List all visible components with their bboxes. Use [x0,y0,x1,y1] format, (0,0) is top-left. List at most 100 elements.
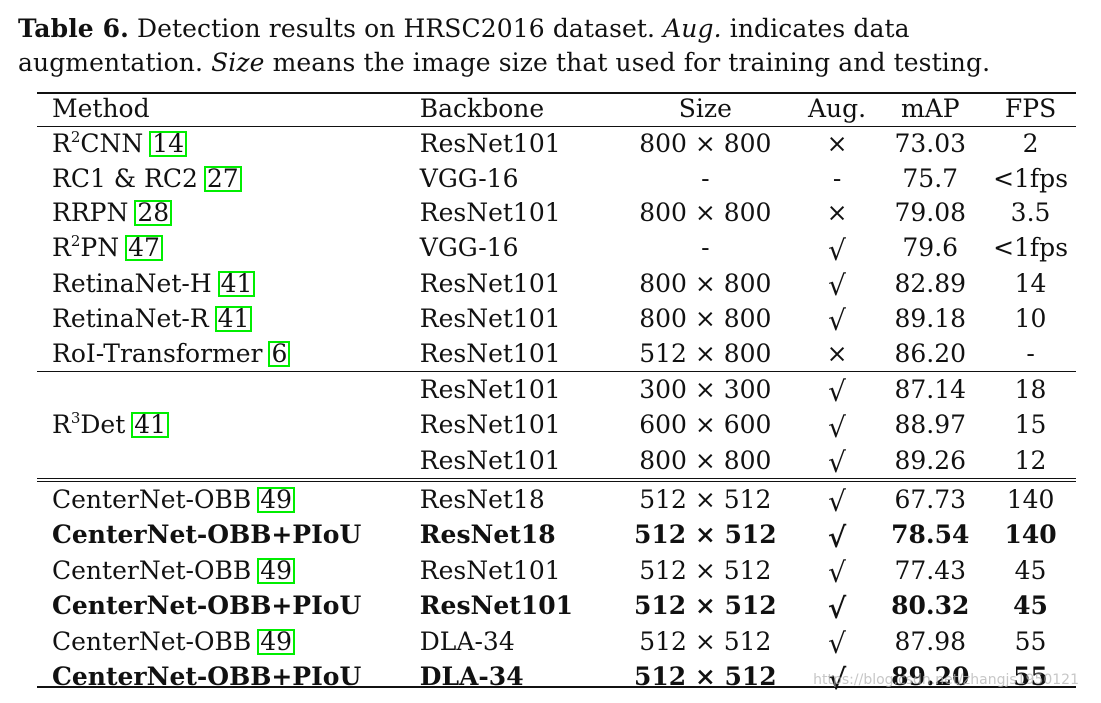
aug-mark: √ [828,304,846,338]
header-backbone: Backbone [419,94,545,123]
method-cell: CenterNet-OBB+PIoU [37,518,420,553]
caption-label: Table 6. [18,14,129,43]
aug-mark: × [826,338,848,368]
map-cell: 80.32 [891,591,970,621]
method-cell: RC1 & RC2 27 [37,162,420,196]
header-method: Method [52,94,150,123]
method-name: R [52,129,71,159]
method-cell: CenterNet-OBB+PIoU [37,660,420,695]
aug-cell: √ [799,301,876,338]
aug-cell: √ [799,624,876,660]
aug-cell: √ [799,266,876,302]
map-cell: 78.54 [891,520,970,550]
method-cell: CenterNet-OBB+PIoU [37,589,420,624]
fps-cell: 18 [985,371,1076,408]
aug-mark: × [826,198,848,228]
method-name: CenterNet-OBB [52,626,252,656]
size-cell: 512 × 512 [633,662,777,691]
caption-aug-term: Aug. [663,14,722,43]
method-superscript: 3 [70,409,81,428]
method-cell: RoI-Transformer 6 [37,337,420,372]
aug-mark: √ [827,520,847,554]
citation-link: 14 [149,131,188,158]
fps-cell: 2 [985,126,1076,162]
aug-mark: √ [828,556,846,590]
citation-link: 41 [131,412,170,439]
table-bottom-rule [37,686,1076,688]
fps-cell: <1fps [993,163,1069,193]
header-aug: Aug. [808,94,867,123]
size-cell: 512 × 512 [611,478,799,518]
fps-cell: 15 [1014,410,1047,440]
table-row: CenterNet-OBB 49 ResNet101 512 × 512 √ 77.43 4… [37,553,1076,590]
method-cell: R2CNN 14 [37,126,420,162]
method-name: RetinaNet-R [52,303,209,333]
table-row: RetinaNet-R 41 ResNet101 800 × 800 √ 89.18 10 [37,301,1076,338]
aug-cell: - [799,162,876,196]
fps-cell: 55 [1014,626,1047,656]
size-cell: - [701,233,710,263]
method-cell: CenterNet-OBB 49 [37,478,420,518]
map-cell: 67.73 [875,478,986,518]
caption-size-term: Size [211,48,265,77]
method-cell: RetinaNet-R 41 [37,301,420,336]
citation-link: 47 [125,235,163,262]
citation-link: 41 [214,305,253,332]
fps-cell: 140 [1004,520,1057,550]
map-cell: 75.7 [902,163,959,193]
size-cell: 600 × 600 [639,410,772,440]
backbone-cell: DLA-34 [419,662,524,691]
backbone-cell: ResNet101 [419,338,561,368]
aug-mark: × [826,129,848,159]
table-row: R2PN 47 VGG-16- √ 79.6 <1fps [37,231,1076,267]
method-name-suffix: PN [80,233,120,263]
aug-cell: √ [799,408,876,444]
fps-cell: 45 [1013,591,1048,621]
size-cell: 800 × 800 [639,198,772,228]
backbone-cell: ResNet18 [419,478,612,518]
backbone-cell: ResNet101 [419,555,561,585]
aug-cell: √ [798,371,876,409]
method-name-suffix: Det [80,410,126,440]
aug-cell: × [799,337,876,372]
size-cell: 512 × 512 [633,591,777,621]
aug-mark: √ [828,375,846,409]
header-fps: FPS [1004,94,1057,123]
header-row: Method Backbone Size Aug. mAP FPS [37,92,1076,127]
caption-text-1: Detection results on HRSC2016 dataset. [128,14,664,43]
method-name: R [52,410,71,440]
header-size: Size [678,94,732,123]
size-cell: 512 × 512 [639,555,772,585]
backbone-cell: VGG-16 [419,163,519,193]
aug-mark: √ [828,446,846,480]
method-name: CenterNet-OBB [52,484,252,514]
citation-link: 27 [203,165,242,192]
table-row: RRPN 28 ResNet101 800 × 800 × 79.08 3.5 [37,196,1076,230]
aug-mark: √ [827,591,847,625]
map-cell: 79.6 [902,233,959,263]
table-row: RetinaNet-H 41 ResNet101 800 × 800 √ 82.89 14 [37,266,1076,303]
citation-link: 49 [257,486,296,513]
method-cell: CenterNet-OBB 49 [37,553,420,588]
map-cell: 86.20 [894,338,967,368]
aug-cell: × [799,196,876,230]
aug-cell: √ [799,443,876,480]
backbone-cell: DLA-34 [419,626,515,656]
fps-cell: 45 [1014,555,1047,585]
fps-cell: 10 [1014,303,1047,333]
map-cell: 89.18 [894,303,967,333]
fps-cell: - [1026,338,1035,368]
method-superscript: 2 [70,128,81,147]
method-cell: R3Det 41 [37,371,420,481]
size-cell: - [701,163,710,193]
backbone-cell: ResNet101 [419,371,612,408]
method-name: CenterNet-OBB+PIoU [52,520,362,550]
size-cell: 800 × 800 [639,268,772,298]
table-row: ResNet101 800 × 800 √ 89.26 12 [37,443,1076,480]
results-table: Method Backbone Size Aug. mAP FPS R2CNN 1… [37,92,1076,696]
caption-text-3: means the image size that used for train… [264,48,991,77]
map-cell: 87.98 [894,626,967,656]
caption-text-2: indicates data augmentation. [18,14,910,77]
backbone-cell: ResNet101 [419,198,561,228]
method-name: RoI-Transformer [52,338,263,368]
